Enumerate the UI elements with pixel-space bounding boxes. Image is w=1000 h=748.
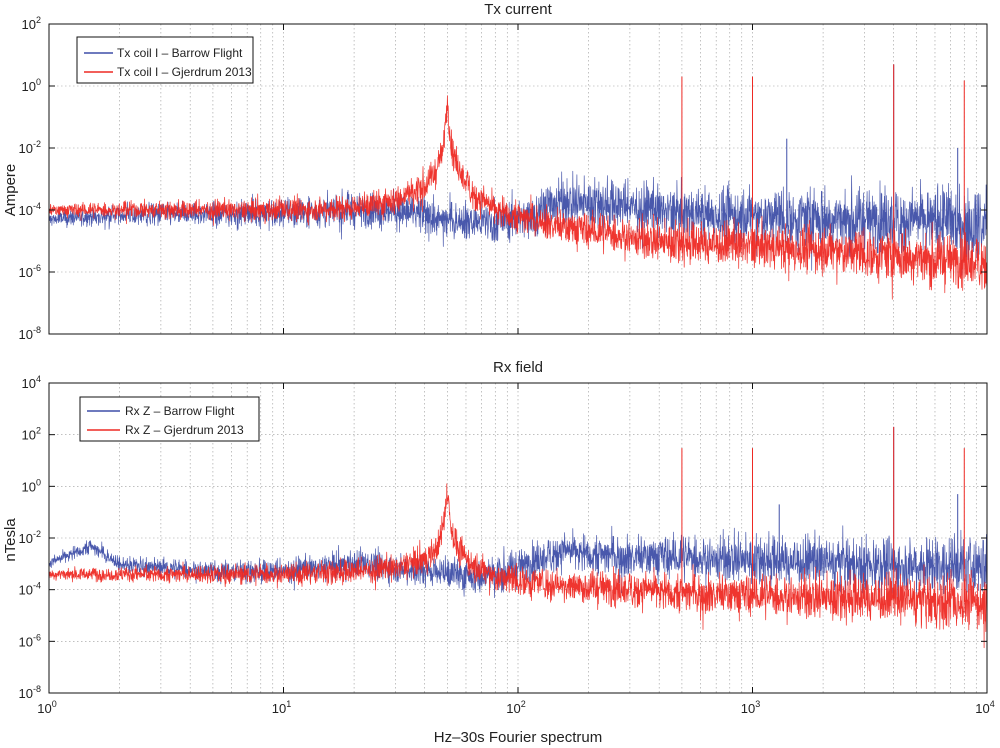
- x-tick-label: 103: [741, 699, 760, 716]
- rx-field-series: [48, 426, 988, 649]
- tx-current-ylabel: Ampere: [2, 164, 19, 217]
- y-tick-label: 102: [22, 426, 41, 443]
- y-tick-label: 10-2: [19, 139, 41, 156]
- tx-current-panel: Tx current Ampere 10-8 10-6 10-4 10-2 100 102…: [2, 1, 988, 342]
- y-tick-label: 100: [22, 477, 41, 494]
- rx-field-legend: Rx Z – Barrow Flight Rx Z – Gjerdrum 201…: [79, 396, 260, 442]
- tx-current-legend-label-gjerdrum: Tx coil I – Gjerdrum 2013: [117, 65, 252, 79]
- x-axis-label: Hz–30s Fourier spectrum: [434, 729, 602, 746]
- tx-current-title: Tx current: [484, 1, 552, 18]
- y-tick-label: 10-4: [19, 581, 41, 598]
- rx-field-ylabel: nTesla: [2, 518, 19, 562]
- rx-field-panel: Rx field nTesla 100 101 102 103 104 10-8 10-6 1…: [2, 359, 995, 716]
- tx-current-legend: Tx coil I – Barrow Flight Tx coil I – Gj…: [76, 36, 254, 84]
- series-line-gjerdrum: [48, 95, 988, 300]
- tx-current-legend-label-barrow: Tx coil I – Barrow Flight: [117, 46, 243, 60]
- y-tick-label: 10-6: [19, 632, 41, 649]
- y-tick-label: 10-8: [19, 325, 41, 342]
- rx-field-legend-label-gjerdrum: Rx Z – Gjerdrum 2013: [125, 423, 244, 437]
- x-tick-label: 102: [506, 699, 525, 716]
- y-tick-label: 10-4: [19, 201, 41, 218]
- y-tick-label: 100: [22, 77, 41, 94]
- rx-field-title: Rx field: [493, 359, 543, 376]
- y-tick-label: 10-8: [19, 684, 41, 701]
- rx-field-legend-box: [79, 396, 260, 442]
- y-tick-label: 104: [22, 374, 41, 391]
- tx-current-legend-box: [76, 36, 254, 84]
- x-tick-label: 101: [272, 699, 291, 716]
- series-line-barrow: [48, 525, 988, 603]
- series-line-gjerdrum: [48, 483, 988, 649]
- y-tick-label: 10-6: [19, 263, 41, 280]
- y-tick-label: 102: [22, 15, 41, 32]
- rx-field-legend-label-barrow: Rx Z – Barrow Flight: [125, 404, 235, 418]
- tx-current-series: [48, 64, 988, 300]
- x-tick-label: 100: [37, 699, 56, 716]
- y-tick-label: 10-2: [19, 529, 41, 546]
- x-tick-label: 104: [975, 699, 994, 716]
